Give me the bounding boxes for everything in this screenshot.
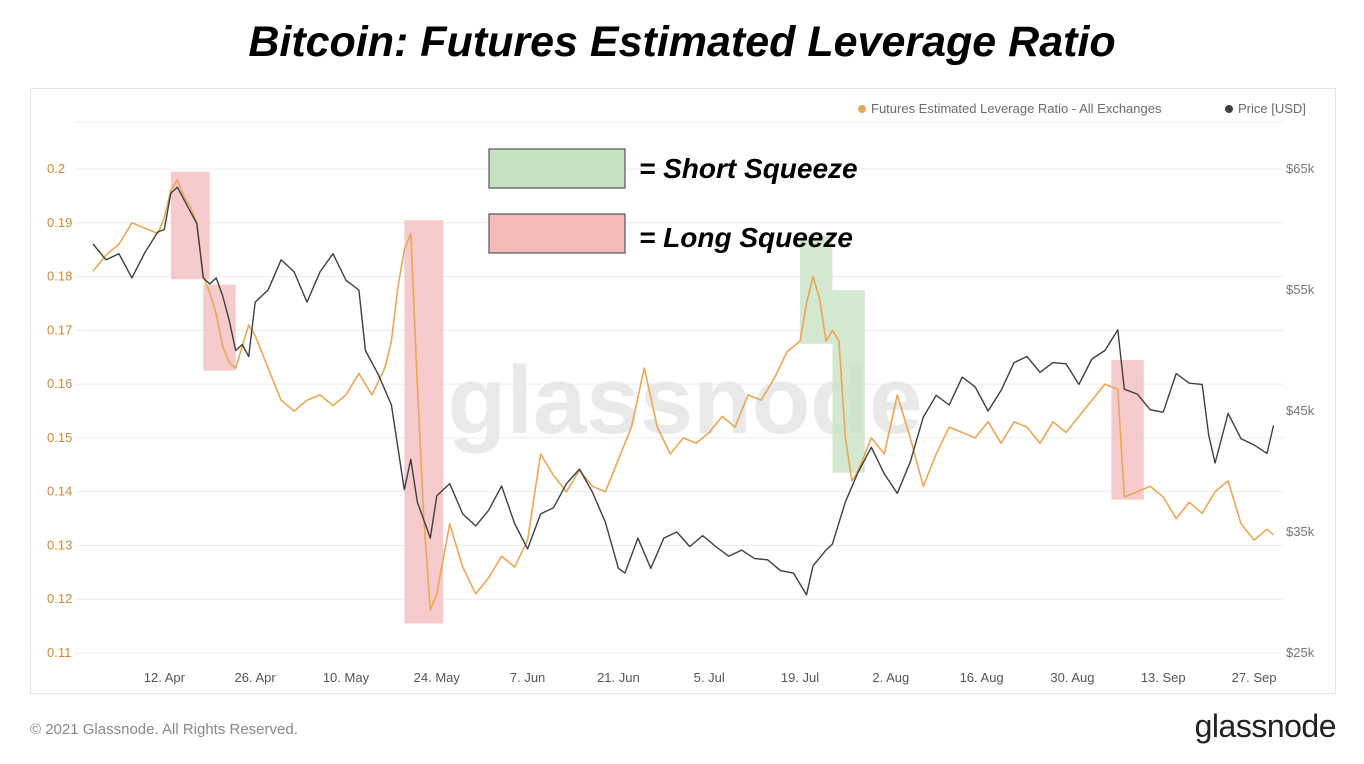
- legend: Futures Estimated Leverage Ratio - All E…: [858, 101, 1306, 116]
- x-axis-tick-label: 2. Aug: [872, 670, 909, 685]
- series-line-price: [92, 186, 1275, 596]
- x-axis-tick-label: 27. Sep: [1232, 670, 1277, 685]
- left-axis-tick-label: 0.18: [47, 269, 72, 284]
- x-axis-tick-label: 12. Apr: [144, 670, 186, 685]
- x-axis-tick-label: 16. Aug: [960, 670, 1004, 685]
- chart-panel: glassnode 0.2 0.19 0.18 0.17 0.16 0.15 0.14 0.1…: [30, 88, 1336, 694]
- right-axis-tick-label: $35k: [1286, 524, 1315, 539]
- left-axis-tick-label: 0.19: [47, 215, 72, 230]
- legend-label-leverage[interactable]: Futures Estimated Leverage Ratio - All E…: [871, 101, 1162, 116]
- long-squeeze-swatch: [488, 213, 626, 254]
- x-axis-tick-label: 24. May: [414, 670, 461, 685]
- right-axis-tick-label: $65k: [1286, 161, 1315, 176]
- copyright-text: © 2021 Glassnode. All Rights Reserved.: [30, 721, 298, 738]
- legend-dot-leverage[interactable]: [858, 105, 866, 113]
- short-squeeze-label: = Short Squeeze: [639, 153, 858, 184]
- left-axis-tick-label: 0.2: [47, 161, 65, 176]
- short-squeeze-highlight: [832, 290, 865, 473]
- x-axis-tick-label: 26. Apr: [235, 670, 277, 685]
- series-layer: [92, 179, 1275, 611]
- chart-title: Bitcoin: Futures Estimated Leverage Rati…: [248, 18, 1116, 66]
- squeeze-key: = Short Squeeze = Long Squeeze: [488, 148, 858, 254]
- x-axis-tick-label: 21. Jun: [597, 670, 640, 685]
- x-axis-tick-label: 7. Jun: [510, 670, 545, 685]
- series-line-leverage: [92, 179, 1275, 611]
- chart-svg: glassnode 0.20.190.180.170.160.150.140.1…: [47, 101, 1315, 685]
- x-axis-tick-label: 30. Aug: [1050, 670, 1094, 685]
- grid-layer: [76, 121, 1283, 654]
- x-axis-tick-label: 5. Jul: [694, 670, 725, 685]
- right-axis-tick-label: $25k: [1286, 645, 1315, 660]
- glassnode-logo: glassnode: [1194, 708, 1337, 744]
- long-squeeze-label: = Long Squeeze: [639, 222, 853, 253]
- long-squeeze-highlight: [404, 220, 444, 624]
- left-axis-tick-label: 0.15: [47, 430, 72, 445]
- left-axis-tick-label: 0.13: [47, 537, 72, 552]
- axis-layer: 0.2 0.19 0.18 0.17 0.16 0.15 0.14 0.13 0.12 0.11 $…: [47, 161, 1315, 685]
- left-axis-tick-label: 0.14: [47, 484, 72, 499]
- left-axis-tick-label: 0.16: [47, 376, 72, 391]
- long-squeeze-highlight: [170, 171, 210, 280]
- left-axis-tick-label: 0.17: [47, 322, 72, 337]
- right-axis-tick-label: $55k: [1286, 282, 1315, 297]
- x-axis-tick-label: 13. Sep: [1141, 670, 1186, 685]
- right-axis-tick-label: $45k: [1286, 403, 1315, 418]
- short-squeeze-swatch: [488, 148, 626, 189]
- legend-dot-price[interactable]: [1225, 105, 1233, 113]
- x-axis-tick-label: 10. May: [323, 670, 370, 685]
- long-squeeze-highlight: [1111, 359, 1144, 500]
- left-axis-tick-label: 0.12: [47, 591, 72, 606]
- x-axis-tick-label: 19. Jul: [781, 670, 819, 685]
- legend-label-price[interactable]: Price [USD]: [1238, 101, 1306, 116]
- left-axis-tick-label: 0.11: [47, 645, 71, 660]
